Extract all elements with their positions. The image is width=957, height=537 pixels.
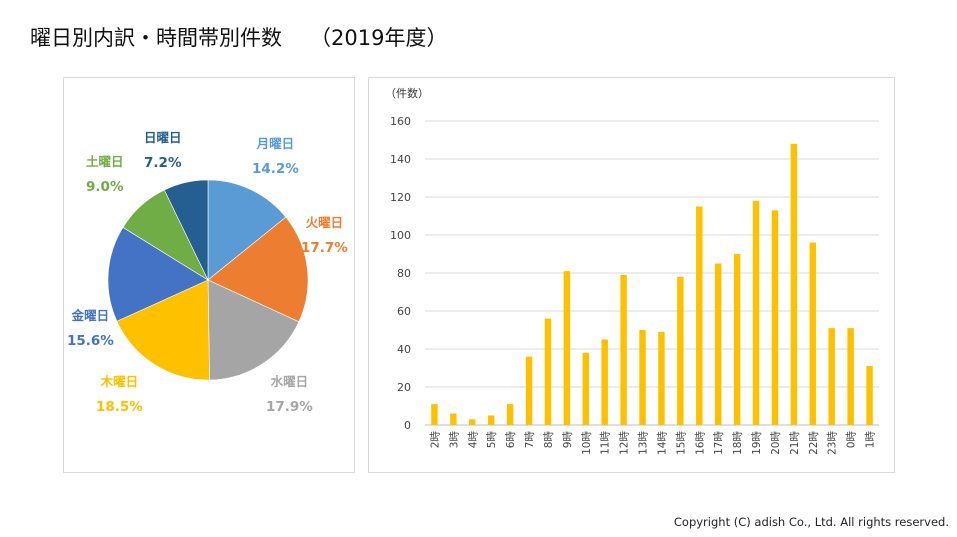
pie-label-wednesday-day: 水曜日 xyxy=(270,374,309,389)
pie-label-wednesday: 水曜日 17.9% xyxy=(266,374,313,415)
x-tick-label: 11時 xyxy=(600,431,612,455)
copyright-text: Copyright (C) adish Co., Ltd. All rights… xyxy=(673,515,949,529)
bar-18時 xyxy=(733,254,741,425)
pie-slice-2 xyxy=(207,279,300,381)
pie-label-tuesday-pct: 17.7% xyxy=(301,239,348,256)
bar-15時 xyxy=(677,276,684,425)
bar-17時 xyxy=(714,263,722,425)
weekday-pie-chart xyxy=(107,179,309,381)
x-tick-label: 14時 xyxy=(656,431,668,455)
bar-5時 xyxy=(487,415,495,425)
bar-10時 xyxy=(582,352,590,425)
x-tick-label: 19時 xyxy=(751,431,763,455)
x-tick-label: 12時 xyxy=(619,431,631,455)
y-tick-label: 140 xyxy=(390,153,411,166)
pie-label-friday: 金曜日 15.6% xyxy=(67,308,114,349)
x-tick-label: 7時 xyxy=(524,431,536,449)
bar-21時 xyxy=(790,143,798,426)
bar-9時 xyxy=(563,271,571,425)
pie-label-sunday-pct: 7.2% xyxy=(144,154,182,171)
bar-3時 xyxy=(450,413,457,425)
pie-label-saturday-pct: 9.0% xyxy=(86,178,124,195)
bar-14時 xyxy=(658,331,665,425)
x-tick-label: 17時 xyxy=(713,431,725,455)
y-tick-label: 80 xyxy=(397,267,411,280)
y-tick-label: 100 xyxy=(390,229,411,242)
weekday-pie-panel: 月曜日 14.2% 火曜日 17.7% 水曜日 17.9% 木曜日 18.5% … xyxy=(63,77,355,473)
x-tick-label: 16時 xyxy=(694,431,706,455)
x-tick-label: 15時 xyxy=(675,431,687,455)
pie-label-saturday-day: 土曜日 xyxy=(86,154,124,169)
bar-22時 xyxy=(809,242,817,425)
pie-slice-1 xyxy=(207,216,309,323)
y-axis-title: （件数） xyxy=(385,87,429,100)
pie-label-wednesday-pct: 17.9% xyxy=(266,398,313,415)
pie-slice-4 xyxy=(107,226,209,322)
bar-8時 xyxy=(544,318,552,425)
x-tick-label: 21時 xyxy=(789,431,801,455)
bar-12時 xyxy=(620,274,627,425)
x-tick-label: 0時 xyxy=(846,431,858,449)
pie-label-monday-day: 月曜日 xyxy=(256,136,295,151)
bar-20時 xyxy=(771,210,779,425)
hourly-bar-panel: （件数） 0 20 40 60 80 100 120 140 160 2時 3時 4時 5時 6時 7時 8時 9… xyxy=(368,77,895,473)
x-tick-label: 4時 xyxy=(467,431,479,449)
x-tick-label: 10時 xyxy=(581,431,593,455)
x-tick-label: 8時 xyxy=(543,431,555,449)
pie-label-saturday: 土曜日 9.0% xyxy=(86,154,124,195)
y-tick-label: 160 xyxy=(390,115,411,128)
x-tick-label: 22時 xyxy=(808,431,820,455)
page-title-text: 曜日別内訳・時間帯別件数 xyxy=(30,26,282,50)
x-tick-label: 1時 xyxy=(865,431,877,449)
bar-7時 xyxy=(525,356,533,425)
y-tick-label: 40 xyxy=(397,343,411,356)
bar-13時 xyxy=(639,330,646,425)
x-tick-label: 2時 xyxy=(429,431,441,449)
pie-label-thursday: 木曜日 18.5% xyxy=(96,374,143,415)
pie-label-friday-pct: 15.6% xyxy=(67,332,114,349)
bar-2時 xyxy=(431,404,438,425)
x-tick-label: 20時 xyxy=(770,431,782,455)
page-title: 曜日別内訳・時間帯別件数 （2019年度） xyxy=(30,22,447,52)
pie-label-tuesday: 火曜日 17.7% xyxy=(301,215,348,256)
x-tick-label: 5時 xyxy=(486,431,498,449)
bar-23時 xyxy=(828,328,835,425)
y-tick-label: 20 xyxy=(397,381,411,394)
pie-label-tuesday-day: 火曜日 xyxy=(305,215,344,230)
pie-slice-3 xyxy=(116,279,210,381)
x-tick-label: 18時 xyxy=(732,431,744,455)
hourly-bar-chart: （件数） 0 20 40 60 80 100 120 140 160 2時 3時 4時 5時 6時 7時 8時 9… xyxy=(385,87,879,455)
pie-label-sunday: 日曜日 7.2% xyxy=(144,130,182,171)
x-tick-label: 9時 xyxy=(562,431,574,449)
x-tick-label: 23時 xyxy=(827,431,839,455)
y-tick-label: 120 xyxy=(390,191,411,204)
pie-label-thursday-pct: 18.5% xyxy=(96,398,143,415)
pie-label-sunday-day: 日曜日 xyxy=(144,130,182,145)
x-tick-label: 3時 xyxy=(448,431,460,449)
bar-4時 xyxy=(469,419,476,425)
bar-11時 xyxy=(601,339,608,425)
y-tick-label: 0 xyxy=(404,419,411,432)
x-tick-label: 6時 xyxy=(505,431,517,449)
page-title-year: （2019年度） xyxy=(310,26,448,50)
bar-16時 xyxy=(696,206,703,425)
bar-19時 xyxy=(752,200,760,425)
bar-1時 xyxy=(866,366,873,425)
y-tick-label: 60 xyxy=(397,305,411,318)
x-tick-label: 13時 xyxy=(638,431,650,455)
pie-label-monday-pct: 14.2% xyxy=(252,160,299,177)
pie-slice-0 xyxy=(207,179,287,281)
pie-label-monday: 月曜日 14.2% xyxy=(252,136,299,177)
bar-0時 xyxy=(847,328,854,425)
pie-label-friday-day: 金曜日 xyxy=(71,308,110,323)
pie-slice-6 xyxy=(163,179,209,281)
bar-6時 xyxy=(506,404,514,425)
pie-label-thursday-day: 木曜日 xyxy=(100,374,139,389)
